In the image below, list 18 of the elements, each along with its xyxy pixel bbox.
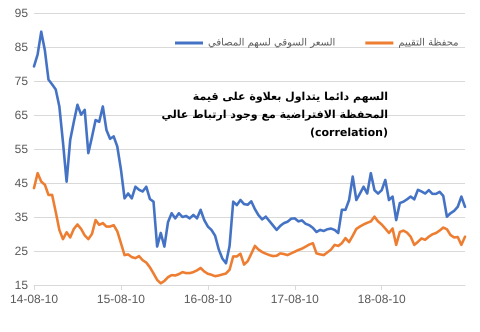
y-tick-label: 85 (14, 40, 28, 54)
annotation: السهم دائما يتداول بعلاوة على قيمة المحفظة الافتراضية مع وجود ارتباط عالي (correlation) (160, 89, 388, 141)
y-tick-label: 45 (14, 176, 28, 190)
x-tick-label: 16-08-10 (184, 292, 232, 306)
y-tick-label: 55 (14, 142, 28, 156)
y-tick-label: 35 (14, 210, 28, 224)
legend-label: محفظة التقييم (398, 38, 459, 48)
y-tick-label: 15 (14, 278, 28, 292)
legend-label: السعر السوقي لسهم المصافي (208, 38, 336, 48)
x-tick-label: 18-08-10 (358, 292, 406, 306)
x-tick-label: 17-08-10 (270, 292, 320, 306)
line-series (32, 30, 466, 265)
y-tick-label: 65 (14, 108, 28, 122)
y-tick-label: 75 (14, 74, 28, 88)
x-tick-label: 14-08-10 (10, 292, 58, 306)
x-tick-label: 15-08-10 (96, 292, 146, 306)
y-tick-label: 25 (14, 244, 28, 258)
y-tick-label: 95 (14, 6, 28, 20)
